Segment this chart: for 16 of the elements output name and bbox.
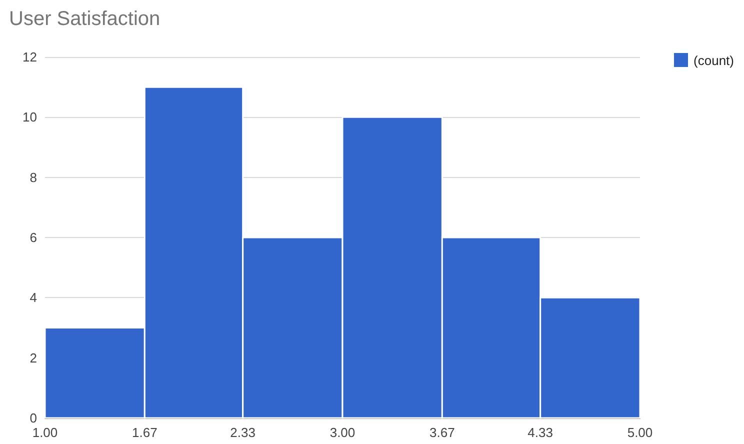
y-tick-label: 0 <box>30 410 37 426</box>
x-tick-label: 1.67 <box>132 425 158 440</box>
y-tick-label: 12 <box>22 50 37 64</box>
x-tick-label: 2.33 <box>230 425 256 440</box>
x-tick-label: 3.67 <box>430 425 455 440</box>
x-tick-label: 5.00 <box>627 425 653 440</box>
x-tick-label: 1.00 <box>32 425 58 440</box>
chart-title: User Satisfaction <box>9 8 160 30</box>
text: (count) <box>694 52 734 68</box>
y-tick-label: 8 <box>30 170 37 185</box>
y-tick-label: 10 <box>22 110 37 125</box>
x-tick-label: 4.33 <box>528 425 553 440</box>
y-tick-label: 6 <box>30 230 37 245</box>
y-tick-label: 2 <box>30 350 37 366</box>
y-tick-label: 4 <box>30 290 37 306</box>
x-tick-label: 3.00 <box>330 425 356 440</box>
